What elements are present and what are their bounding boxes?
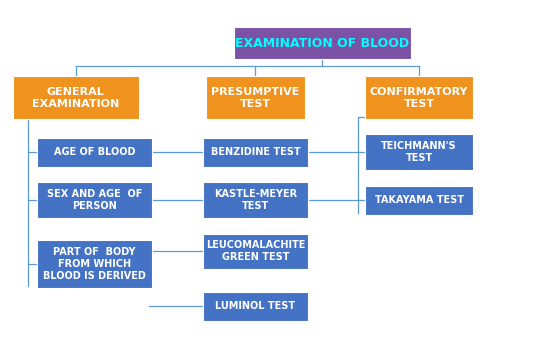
Text: BENZIDINE TEST: BENZIDINE TEST <box>211 147 300 157</box>
Text: CONFIRMATORY
TEST: CONFIRMATORY TEST <box>369 87 468 109</box>
Text: GENERAL
EXAMINATION: GENERAL EXAMINATION <box>32 87 119 109</box>
Text: PRESUMPTIVE
TEST: PRESUMPTIVE TEST <box>211 87 300 109</box>
Text: TEICHMANN'S
TEST: TEICHMANN'S TEST <box>381 141 457 163</box>
Text: LEUCOMALACHITE
GREEN TEST: LEUCOMALACHITE GREEN TEST <box>206 241 305 262</box>
Text: EXAMINATION OF BLOOD: EXAMINATION OF BLOOD <box>235 37 410 49</box>
FancyBboxPatch shape <box>203 292 307 321</box>
FancyBboxPatch shape <box>366 134 473 170</box>
FancyBboxPatch shape <box>37 240 152 288</box>
Text: LUMINOL TEST: LUMINOL TEST <box>215 301 295 311</box>
FancyBboxPatch shape <box>366 76 473 119</box>
FancyBboxPatch shape <box>203 234 307 269</box>
FancyBboxPatch shape <box>203 137 307 167</box>
Text: SEX AND AGE  OF
PERSON: SEX AND AGE OF PERSON <box>46 189 142 211</box>
FancyBboxPatch shape <box>37 137 152 167</box>
FancyBboxPatch shape <box>206 76 305 119</box>
FancyBboxPatch shape <box>203 182 307 218</box>
FancyBboxPatch shape <box>234 27 411 59</box>
FancyBboxPatch shape <box>37 182 152 218</box>
Text: AGE OF BLOOD: AGE OF BLOOD <box>54 147 135 157</box>
FancyBboxPatch shape <box>12 76 139 119</box>
Text: PART OF  BODY
FROM WHICH
BLOOD IS DERIVED: PART OF BODY FROM WHICH BLOOD IS DERIVED <box>43 247 146 281</box>
Text: KASTLE-MEYER
TEST: KASTLE-MEYER TEST <box>214 189 297 211</box>
Text: TAKAYAMA TEST: TAKAYAMA TEST <box>375 195 463 205</box>
FancyBboxPatch shape <box>366 186 473 215</box>
